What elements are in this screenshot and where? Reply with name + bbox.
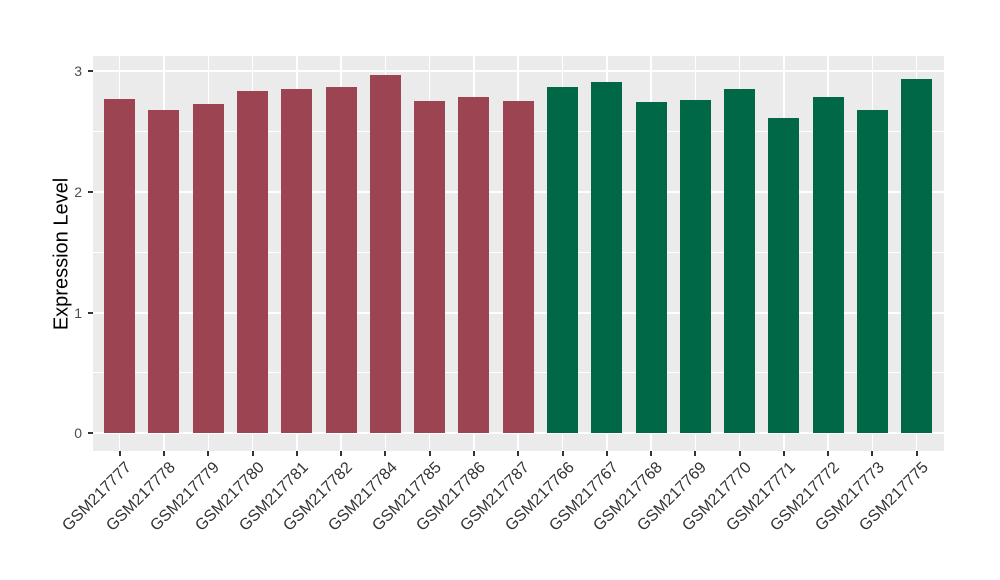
x-tick-mark: [871, 451, 874, 456]
y-tick-mark: [88, 311, 93, 314]
bar-GSM217768: [635, 102, 667, 434]
x-tick-mark: [118, 451, 121, 456]
bar-GSM217780: [237, 91, 269, 434]
y-tick-label: 2: [74, 183, 82, 200]
x-tick-mark: [650, 451, 653, 456]
bar-GSM217770: [724, 89, 756, 434]
bar-GSM217781: [281, 89, 313, 434]
x-tick-mark: [340, 451, 343, 456]
x-tick-mark: [605, 451, 608, 456]
x-tick-mark: [207, 451, 210, 456]
bar-GSM217782: [325, 86, 357, 434]
bar-GSM217767: [591, 81, 623, 434]
x-tick-mark: [295, 451, 298, 456]
x-tick-mark: [428, 451, 431, 456]
bar-GSM217777: [104, 98, 136, 434]
x-tick-mark: [782, 451, 785, 456]
bar-GSM217784: [369, 74, 401, 434]
bar-GSM217775: [901, 79, 933, 434]
x-tick-mark: [827, 451, 830, 456]
x-tick-mark: [738, 451, 741, 456]
bar-GSM217772: [812, 97, 844, 434]
bar-GSM217779: [192, 103, 224, 434]
bar-GSM217771: [768, 118, 800, 434]
x-tick-mark: [694, 451, 697, 456]
y-tick-mark: [88, 432, 93, 435]
x-tick-mark: [472, 451, 475, 456]
x-tick-mark: [517, 451, 520, 456]
y-tick-label: 1: [74, 304, 82, 321]
plot-panel: [93, 56, 944, 451]
y-tick-label: 0: [74, 425, 82, 442]
y-tick-mark: [88, 69, 93, 72]
x-tick-mark: [251, 451, 254, 456]
y-tick-label: 3: [74, 62, 82, 79]
bar-GSM217787: [502, 101, 534, 434]
x-tick-mark: [915, 451, 918, 456]
x-tick-mark: [162, 451, 165, 456]
bar-GSM217778: [148, 109, 180, 434]
bar-GSM217773: [856, 109, 888, 434]
bar-GSM217785: [414, 101, 446, 434]
y-tick-mark: [88, 190, 93, 193]
bar-GSM217766: [547, 86, 578, 434]
x-tick-mark: [561, 451, 564, 456]
bar-GSM217769: [679, 99, 711, 434]
x-tick-mark: [384, 451, 387, 456]
bar-GSM217786: [458, 97, 490, 434]
